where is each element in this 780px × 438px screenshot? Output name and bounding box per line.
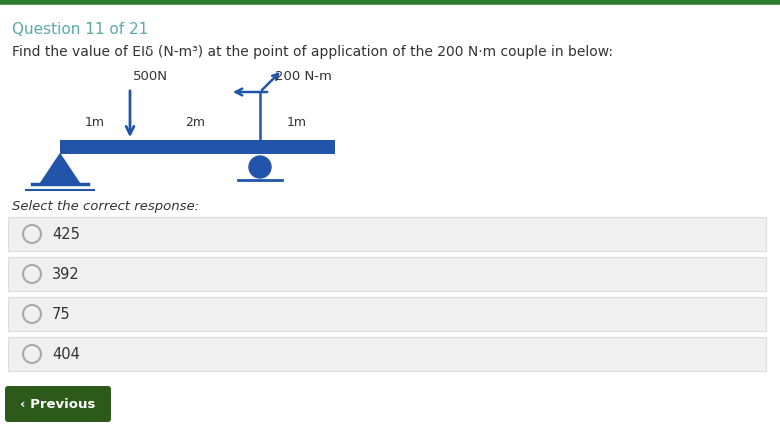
FancyBboxPatch shape bbox=[5, 386, 111, 422]
Text: 75: 75 bbox=[52, 307, 71, 322]
FancyBboxPatch shape bbox=[8, 218, 766, 251]
Text: Find the value of EIδ (N-m³) at the point of application of the 200 N·m couple i: Find the value of EIδ (N-m³) at the poin… bbox=[12, 45, 613, 59]
Text: Select the correct response:: Select the correct response: bbox=[12, 200, 199, 212]
Text: Question 11 of 21: Question 11 of 21 bbox=[12, 22, 148, 37]
Text: 200 N-m: 200 N-m bbox=[275, 70, 332, 83]
Text: 392: 392 bbox=[52, 267, 80, 282]
Text: 500N: 500N bbox=[133, 70, 168, 83]
Polygon shape bbox=[40, 155, 80, 184]
Text: 1m: 1m bbox=[85, 116, 105, 129]
Text: ‹ Previous: ‹ Previous bbox=[20, 398, 96, 410]
Text: 404: 404 bbox=[52, 347, 80, 362]
Circle shape bbox=[249, 157, 271, 179]
FancyBboxPatch shape bbox=[8, 258, 766, 291]
Text: 1m: 1m bbox=[287, 116, 307, 129]
Text: 2m: 2m bbox=[185, 116, 205, 129]
Bar bbox=[60, 141, 335, 155]
FancyBboxPatch shape bbox=[8, 337, 766, 371]
Text: 425: 425 bbox=[52, 227, 80, 242]
FancyBboxPatch shape bbox=[8, 297, 766, 331]
